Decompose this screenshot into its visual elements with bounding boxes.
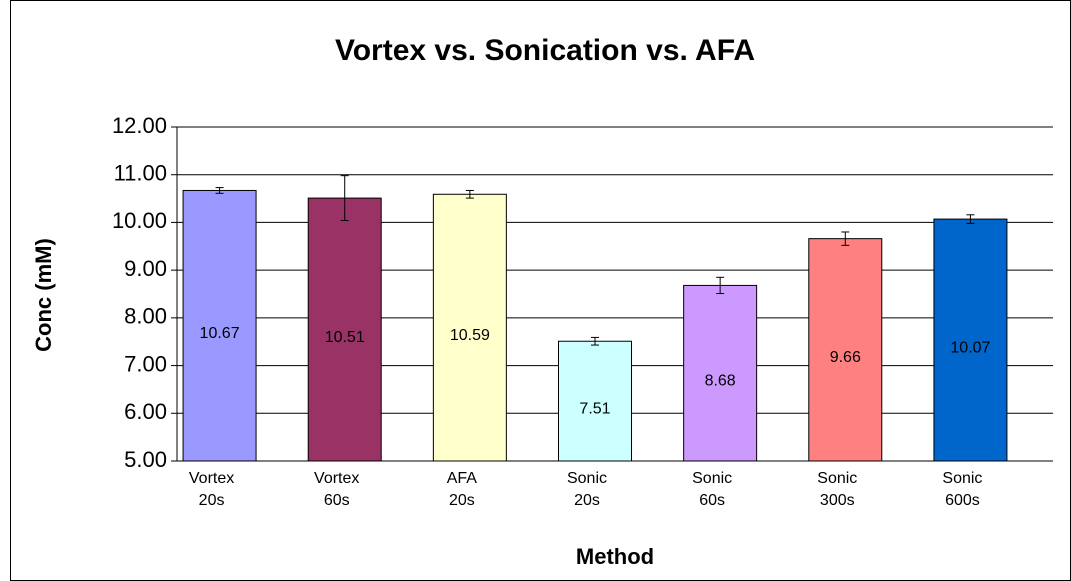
data-label: 9.66 [830, 349, 861, 366]
error-bar [465, 189, 474, 199]
y-tick-label: 9.00 [124, 256, 167, 281]
data-label: 10.51 [325, 329, 365, 346]
y-tick-label: 10.00 [112, 208, 167, 233]
x-tick-label: Sonic 60s [692, 470, 732, 509]
data-label: 10.07 [950, 339, 990, 356]
y-tick-label: 11.00 [114, 161, 167, 186]
x-tick-label: Sonic 20s [567, 470, 607, 509]
data-label: 7.51 [579, 400, 610, 417]
bar [307, 197, 382, 462]
error-bar [716, 276, 725, 295]
x-axis-label: Method [576, 544, 654, 569]
x-tick-label-line: Vortex [314, 470, 359, 487]
x-tick-label-line: 600s [945, 492, 980, 509]
x-tick-label: Sonic 600s [942, 470, 982, 509]
error-bar [841, 231, 850, 246]
chart-frame [10, 0, 1071, 581]
data-label: 10.59 [450, 327, 490, 344]
x-tick-label-line: 20s [574, 492, 600, 509]
bar [808, 238, 883, 462]
x-tick-label-line: AFA [447, 470, 478, 487]
error-bar [591, 336, 599, 346]
x-tick-label-line: Sonic [942, 470, 982, 487]
x-tick-label: Vortex 60s [314, 470, 359, 509]
x-tick-label-line: 60s [324, 492, 350, 509]
data-label: 8.68 [705, 372, 736, 389]
bar [933, 218, 1008, 462]
x-tick-label: AFA 20s [447, 470, 478, 509]
bar [182, 189, 257, 462]
error-bar [215, 187, 224, 194]
x-tick-label-line: Vortex [189, 470, 234, 487]
x-tick-label-line: 20s [199, 492, 225, 509]
x-tick-label: Vortex 20s [189, 470, 234, 509]
data-label: 10.67 [200, 325, 240, 342]
x-tick-label-line: 300s [820, 492, 855, 509]
error-bar [340, 175, 349, 222]
y-tick-label: 12.00 [112, 113, 167, 138]
x-tick-label-line: 20s [449, 492, 475, 509]
bar [683, 284, 758, 462]
x-tick-label-line: Sonic [817, 470, 857, 487]
y-tick-label: 7.00 [124, 351, 167, 376]
chart-title: Vortex vs. Sonication vs. AFA [335, 34, 755, 67]
y-tick-label: 5.00 [124, 447, 167, 472]
x-tick-label: Sonic 300s [817, 470, 857, 509]
error-bar [966, 214, 975, 224]
y-tick-label: 6.00 [124, 399, 167, 424]
x-tick-label-line: Sonic [692, 470, 732, 487]
y-tick-label: 8.00 [124, 304, 167, 329]
bar [432, 193, 507, 462]
bar [558, 340, 632, 462]
x-tick-label-line: Sonic [567, 470, 607, 487]
x-tick-label-line: 60s [699, 492, 725, 509]
y-axis-label: Conc (mM) [31, 238, 56, 352]
